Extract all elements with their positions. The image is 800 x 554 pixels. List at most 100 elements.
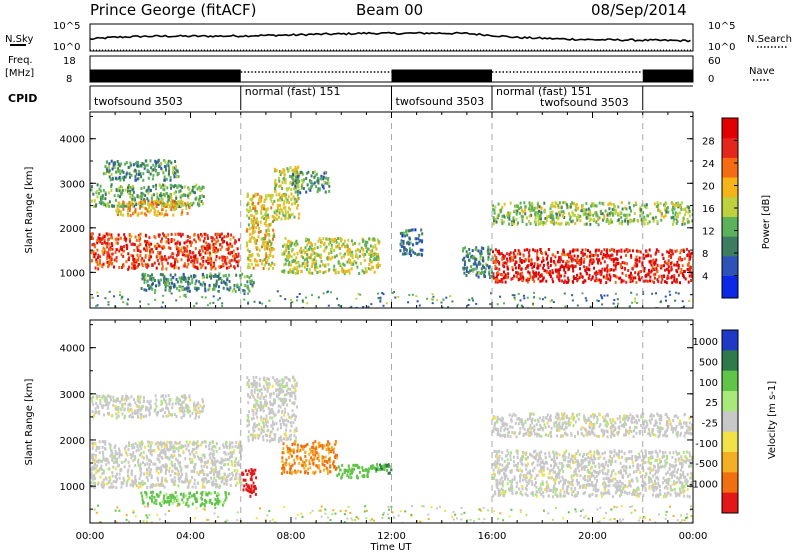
heatmap-cell bbox=[652, 216, 655, 220]
heatmap-cell bbox=[298, 189, 301, 193]
heatmap-cell bbox=[175, 398, 178, 402]
heatmap-cell bbox=[658, 209, 661, 213]
heatmap-cell bbox=[274, 209, 277, 213]
heatmap-cell bbox=[229, 441, 232, 445]
heatmap-cell bbox=[412, 243, 414, 247]
heatmap-cell bbox=[109, 446, 112, 450]
heatmap-cell bbox=[498, 252, 501, 256]
heatmap-cell bbox=[150, 444, 152, 448]
heatmap-cell bbox=[250, 274, 253, 278]
heatmap-cell bbox=[523, 248, 526, 252]
heatmap-cell bbox=[106, 202, 109, 206]
heatmap-cell bbox=[496, 303, 499, 306]
heatmap-cell bbox=[195, 279, 198, 283]
heatmap-cell bbox=[610, 202, 613, 206]
heatmap-cell bbox=[648, 268, 650, 272]
heatmap-cell bbox=[186, 265, 189, 269]
heatmap-cell bbox=[581, 206, 584, 210]
heatmap-cell bbox=[660, 218, 663, 222]
heatmap-cell bbox=[174, 273, 177, 277]
heatmap-cell bbox=[150, 204, 153, 208]
heatmap-cell bbox=[608, 256, 611, 260]
heatmap-cell bbox=[267, 194, 270, 198]
heatmap-cell bbox=[273, 216, 276, 220]
heatmap-cell bbox=[165, 479, 168, 483]
heatmap-cell bbox=[229, 456, 231, 459]
heatmap-cell bbox=[210, 267, 213, 271]
heatmap-cell bbox=[225, 440, 228, 444]
heatmap-cell bbox=[327, 177, 330, 180]
heatmap-cell bbox=[569, 205, 572, 209]
heatmap-cell bbox=[508, 217, 511, 221]
heatmap-cell bbox=[211, 265, 214, 269]
heatmap-cell bbox=[544, 209, 546, 213]
heatmap-cell bbox=[567, 264, 570, 268]
heatmap-cell bbox=[206, 460, 209, 464]
heatmap-cell bbox=[111, 236, 114, 240]
heatmap-cell bbox=[96, 256, 99, 260]
heatmap-cell bbox=[182, 444, 185, 448]
heatmap-cell bbox=[592, 204, 595, 208]
heatmap-cell bbox=[314, 242, 317, 246]
heatmap-cell bbox=[596, 260, 599, 264]
heatmap-cell bbox=[511, 258, 514, 262]
heatmap-cell bbox=[177, 461, 180, 465]
heatmap-cell bbox=[157, 244, 160, 248]
heatmap-cell bbox=[190, 274, 193, 278]
heatmap-cell bbox=[370, 303, 373, 306]
heatmap-cell bbox=[183, 287, 186, 291]
heatmap-cell bbox=[295, 200, 298, 204]
heatmap-cell bbox=[587, 212, 590, 216]
heatmap-cell bbox=[600, 209, 602, 213]
heatmap-cell bbox=[101, 265, 104, 269]
heatmap-cell bbox=[132, 262, 134, 266]
heatmap-cell bbox=[166, 240, 168, 244]
heatmap-cell bbox=[169, 473, 172, 477]
heatmap-cell bbox=[170, 238, 173, 242]
heatmap-cell bbox=[488, 270, 491, 274]
heatmap-cell bbox=[132, 454, 135, 458]
cpid-entry-label: twofsound 3503 bbox=[396, 95, 485, 108]
heatmap-cell bbox=[201, 485, 204, 489]
heatmap-cell bbox=[139, 232, 142, 236]
heatmap-cell bbox=[161, 449, 164, 453]
heatmap-cell bbox=[127, 252, 130, 256]
heatmap-cell bbox=[560, 264, 563, 268]
heatmap-cell bbox=[463, 263, 466, 267]
heatmap-cell bbox=[206, 234, 209, 238]
heatmap-cell bbox=[172, 199, 175, 203]
heatmap-cell bbox=[375, 255, 378, 258]
heatmap-cell bbox=[139, 474, 142, 477]
heatmap-cell bbox=[515, 217, 518, 221]
heatmap-cell bbox=[265, 229, 268, 233]
heatmap-cell bbox=[203, 236, 206, 240]
heatmap-cell bbox=[591, 276, 594, 280]
heatmap-cell bbox=[441, 306, 444, 308]
heatmap-cell bbox=[200, 257, 203, 261]
heatmap-cell bbox=[632, 276, 635, 280]
heatmap-cell bbox=[208, 257, 210, 261]
heatmap-cell bbox=[189, 240, 192, 244]
heatmap-cell bbox=[164, 160, 167, 164]
heatmap-cell bbox=[525, 278, 528, 282]
heatmap-cell bbox=[209, 263, 212, 267]
heatmap-cell bbox=[559, 265, 562, 269]
heatmap-cell bbox=[536, 251, 539, 255]
heatmap-cell bbox=[210, 276, 213, 280]
heatmap-cell bbox=[536, 206, 539, 210]
heatmap-cell bbox=[237, 252, 240, 256]
heatmap-cell bbox=[148, 255, 151, 258]
heatmap-cell bbox=[117, 194, 120, 198]
heatmap-cell bbox=[519, 259, 522, 262]
heatmap-cell bbox=[486, 250, 489, 254]
heatmap-cell bbox=[613, 299, 616, 301]
heatmap-cell bbox=[139, 453, 141, 457]
heatmap-cell bbox=[564, 264, 567, 268]
heatmap-cell bbox=[122, 207, 125, 211]
heatmap-cell bbox=[377, 241, 380, 245]
heatmap-cell bbox=[148, 287, 151, 291]
heatmap-cell bbox=[324, 170, 327, 174]
heatmap-cell bbox=[233, 287, 236, 291]
